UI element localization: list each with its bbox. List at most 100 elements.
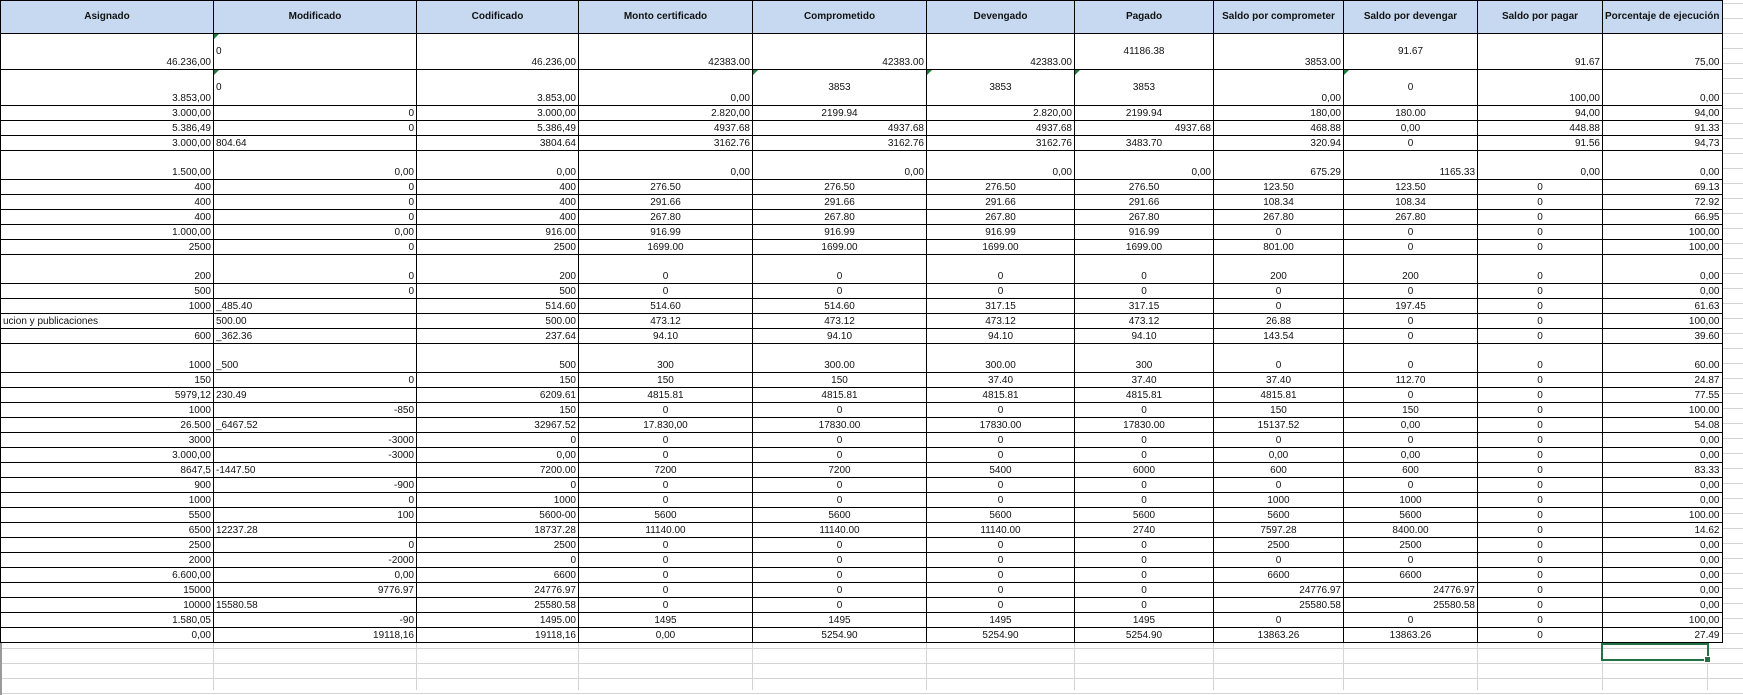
cell-monto-certificado[interactable]: 11140.00 (578, 522, 753, 538)
cell-devengado[interactable]: 291.66 (926, 194, 1075, 210)
cell-comprometido[interactable]: 4815.81 (752, 387, 927, 403)
cell-saldo-por-comprometer[interactable]: 150 (1213, 402, 1344, 418)
cell-modificado[interactable]: -3000 (213, 447, 417, 463)
cell-porcentaje-ejecucion[interactable]: 100,00 (1602, 224, 1723, 240)
cell-pagado[interactable]: 0 (1074, 402, 1214, 418)
cell-porcentaje-ejecucion[interactable]: 0,00 (1602, 254, 1723, 284)
cell-saldo-por-devengar[interactable]: 0,00 (1343, 447, 1478, 463)
cell-modificado[interactable]: -2000 (213, 552, 417, 568)
cell-monto-certificado[interactable]: 2.820,00 (578, 105, 753, 121)
cell-saldo-por-comprometer[interactable]: 0 (1213, 477, 1344, 493)
cell-asignado[interactable]: 3.000,00 (0, 447, 214, 463)
cell-saldo-por-pagar[interactable]: 0 (1477, 283, 1603, 299)
cell-monto-certificado[interactable]: 1699.00 (578, 239, 753, 255)
cell-pagado[interactable]: 317.15 (1074, 298, 1214, 314)
cell-devengado[interactable]: 0 (926, 552, 1075, 568)
cell-asignado[interactable]: 1000 (0, 492, 214, 508)
cell-pagado[interactable]: 0,00 (1074, 150, 1214, 180)
cell-modificado[interactable]: -850 (213, 402, 417, 418)
cell-codificado[interactable]: 18737.28 (416, 522, 579, 538)
cell-pagado[interactable]: 0 (1074, 552, 1214, 568)
cell-porcentaje-ejecucion[interactable]: 0,00 (1602, 567, 1723, 583)
cell-comprometido[interactable]: 0 (752, 447, 927, 463)
cell-monto-certificado[interactable]: 0 (578, 283, 753, 299)
cell-asignado[interactable]: 3.853,00 (0, 69, 214, 106)
cell-porcentaje-ejecucion[interactable]: 94,00 (1602, 105, 1723, 121)
cell-saldo-por-devengar[interactable]: 0 (1343, 328, 1478, 344)
cell-saldo-por-pagar[interactable]: 0 (1477, 462, 1603, 478)
cell-saldo-por-comprometer[interactable]: 1000 (1213, 492, 1344, 508)
cell-devengado[interactable]: 5600 (926, 507, 1075, 523)
cell-saldo-por-comprometer[interactable]: 600 (1213, 462, 1344, 478)
cell-pagado[interactable]: 3853 (1074, 69, 1214, 106)
cell-comprometido[interactable]: 3162.76 (752, 135, 927, 151)
cell-saldo-por-devengar[interactable]: 13863.26 (1343, 627, 1478, 643)
cell-saldo-por-pagar[interactable]: 0 (1477, 522, 1603, 538)
cell-asignado[interactable]: 1000 (0, 298, 214, 314)
cell-asignado[interactable]: 400 (0, 209, 214, 225)
cell-asignado[interactable]: 5979,12 (0, 387, 214, 403)
cell-saldo-por-comprometer[interactable]: 0 (1213, 612, 1344, 628)
cell-saldo-por-comprometer[interactable]: 320.94 (1213, 135, 1344, 151)
cell-pagado[interactable]: 2740 (1074, 522, 1214, 538)
cell-porcentaje-ejecucion[interactable]: 75,00 (1602, 33, 1723, 70)
cell-asignado[interactable]: 5500 (0, 507, 214, 523)
cell-monto-certificado[interactable]: 291.66 (578, 194, 753, 210)
cell-pagado[interactable]: 473.12 (1074, 313, 1214, 329)
cell-comprometido[interactable]: 4937.68 (752, 120, 927, 136)
cell-porcentaje-ejecucion[interactable]: 14.62 (1602, 522, 1723, 538)
cell-codificado[interactable]: 400 (416, 209, 579, 225)
cell-asignado[interactable]: 5.386,49 (0, 120, 214, 136)
cell-monto-certificado[interactable]: 267.80 (578, 209, 753, 225)
cell-saldo-por-devengar[interactable]: 0 (1343, 239, 1478, 255)
cell-comprometido[interactable]: 5254.90 (752, 627, 927, 643)
cell-saldo-por-comprometer[interactable]: 0 (1213, 552, 1344, 568)
cell-comprometido[interactable]: 300.00 (752, 343, 927, 373)
cell-pagado[interactable]: 0 (1074, 432, 1214, 448)
cell-codificado[interactable]: 19118,16 (416, 627, 579, 643)
cell-codificado[interactable]: 5600-00 (416, 507, 579, 523)
cell-saldo-por-devengar[interactable]: 24776.97 (1343, 582, 1478, 598)
cell-comprometido[interactable]: 94.10 (752, 328, 927, 344)
cell-asignado[interactable]: 1.000,00 (0, 224, 214, 240)
cell-saldo-por-pagar[interactable]: 0 (1477, 627, 1603, 643)
cell-modificado[interactable]: 12237.28 (213, 522, 417, 538)
cell-devengado[interactable]: 267.80 (926, 209, 1075, 225)
cell-pagado[interactable]: 0 (1074, 254, 1214, 284)
cell-devengado[interactable]: 37.40 (926, 372, 1075, 388)
cell-porcentaje-ejecucion[interactable]: 0,00 (1602, 597, 1723, 613)
cell-saldo-por-pagar[interactable]: 100,00 (1477, 69, 1603, 106)
cell-saldo-por-devengar[interactable]: 2500 (1343, 537, 1478, 553)
cell-modificado[interactable]: 0 (213, 179, 417, 195)
cell-asignado[interactable]: 600 (0, 328, 214, 344)
cell-devengado[interactable]: 0 (926, 477, 1075, 493)
cell-modificado[interactable]: 0 (213, 69, 417, 106)
cell-pagado[interactable]: 1699.00 (1074, 239, 1214, 255)
cell-asignado[interactable]: 6.600,00 (0, 567, 214, 583)
cell-porcentaje-ejecucion[interactable]: 0,00 (1602, 150, 1723, 180)
cell-saldo-por-comprometer[interactable]: 25580.58 (1213, 597, 1344, 613)
cell-monto-certificado[interactable]: 150 (578, 372, 753, 388)
cell-comprometido[interactable]: 276.50 (752, 179, 927, 195)
cell-porcentaje-ejecucion[interactable]: 91.33 (1602, 120, 1723, 136)
cell-pagado[interactable]: 37.40 (1074, 372, 1214, 388)
cell-modificado[interactable]: 9776.97 (213, 582, 417, 598)
cell-pagado[interactable]: 41186.38 (1074, 33, 1214, 70)
cell-devengado[interactable]: 3162.76 (926, 135, 1075, 151)
cell-saldo-por-comprometer[interactable]: 0 (1213, 343, 1344, 373)
cell-asignado[interactable]: 0,00 (0, 627, 214, 643)
cell-saldo-por-comprometer[interactable]: 0,00 (1213, 69, 1344, 106)
cell-codificado[interactable]: 0 (416, 432, 579, 448)
cell-comprometido[interactable]: 0 (752, 567, 927, 583)
cell-saldo-por-pagar[interactable]: 0 (1477, 224, 1603, 240)
cell-asignado[interactable]: 150 (0, 372, 214, 388)
cell-saldo-por-comprometer[interactable]: 675.29 (1213, 150, 1344, 180)
cell-asignado[interactable]: 500 (0, 283, 214, 299)
cell-modificado[interactable]: _362.36 (213, 328, 417, 344)
cell-asignado[interactable]: 1000 (0, 402, 214, 418)
cell-saldo-por-devengar[interactable]: 180.00 (1343, 105, 1478, 121)
cell-porcentaje-ejecucion[interactable]: 0,00 (1602, 69, 1723, 106)
cell-comprometido[interactable]: 291.66 (752, 194, 927, 210)
cell-pagado[interactable]: 5254.90 (1074, 627, 1214, 643)
cell-codificado[interactable]: 150 (416, 372, 579, 388)
